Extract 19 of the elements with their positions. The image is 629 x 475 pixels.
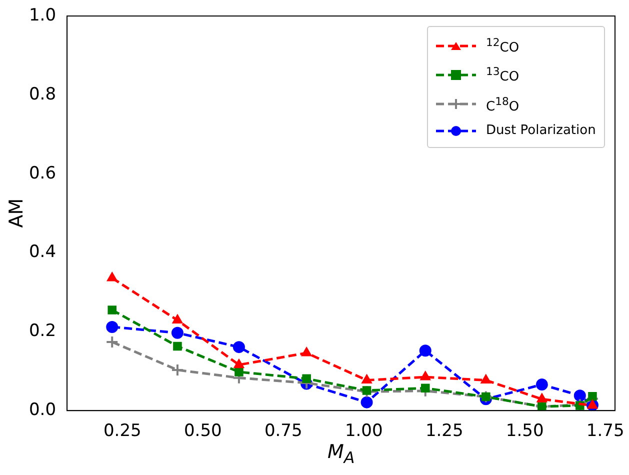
y-tick-label: 0.2 [28,321,56,342]
x-axis-title: M$_{A}$ [328,440,355,466]
legend-label: $^{13}$CO [486,64,520,87]
x-tick-label: 1.00 [344,421,383,442]
x-tick-label: 1.50 [506,421,544,442]
legend-label: $^{12}$CO [486,35,520,58]
y-tick-label: 0.8 [28,84,56,104]
x-tick-label: 0.25 [103,421,142,442]
y-tick-label: 0.0 [28,400,56,420]
x-tick-label: 1.75 [586,421,624,442]
y-tick-label: 0.4 [28,242,56,262]
legend-label: Dust Polarization [486,122,596,140]
y-tick-label: 1.0 [28,5,56,26]
x-tick-label: 0.50 [184,421,222,442]
legend-label: C$^{18}$O [486,94,520,116]
x-tick-label: 0.75 [264,421,302,442]
y-tick-label: 0.6 [28,163,56,184]
y-axis-title: AM [5,198,28,228]
x-tick-label: 1.25 [425,421,464,442]
